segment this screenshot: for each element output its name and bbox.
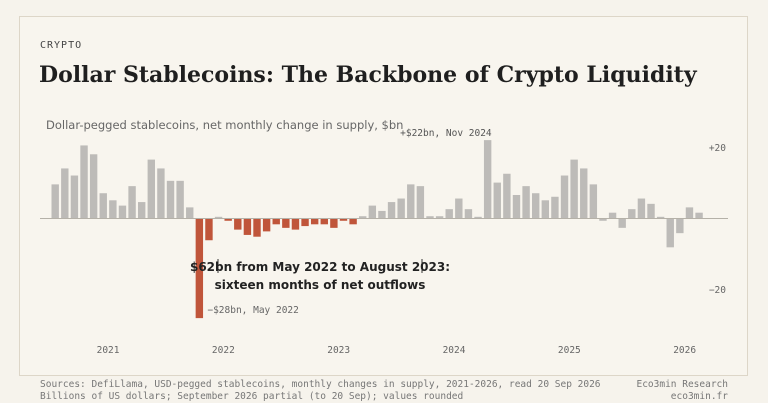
bar	[272, 219, 280, 225]
x-year-label: 2026	[673, 345, 696, 356]
bar	[234, 219, 242, 230]
bar	[435, 216, 444, 218]
bar	[51, 184, 59, 218]
bar	[70, 175, 79, 218]
bar	[695, 212, 703, 218]
bar	[137, 202, 146, 218]
bar	[330, 219, 338, 228]
bar	[359, 216, 367, 218]
x-year-label: 2021	[97, 345, 120, 356]
x-year-label: 2024	[443, 345, 466, 356]
bar	[685, 207, 694, 218]
bar	[397, 198, 405, 218]
bar	[474, 216, 482, 218]
bar	[214, 216, 223, 218]
y-tick-label: −20	[709, 285, 726, 296]
footer-brand: Eco3min Research eco3min.fr	[636, 379, 728, 403]
bar	[676, 219, 684, 234]
chart-frame	[19, 16, 748, 376]
bar	[291, 219, 300, 230]
bar	[195, 219, 204, 319]
x-year-label: 2023	[327, 345, 350, 356]
bar	[61, 168, 69, 218]
bar	[599, 219, 607, 221]
bar	[186, 207, 194, 218]
bar	[339, 219, 348, 221]
peak-annotation: +$22bn, Nov 2024	[400, 128, 492, 139]
bar	[493, 182, 501, 218]
bar	[166, 180, 175, 218]
bar	[262, 219, 271, 232]
bar	[407, 184, 415, 218]
bar	[522, 186, 530, 218]
footer-source-line: Sources: DefiLlama, USD-pegged stablecoi…	[40, 379, 601, 390]
bar	[580, 168, 588, 218]
trough-annotation: −$28bn, May 2022	[207, 305, 299, 316]
bar	[464, 209, 473, 218]
bar	[320, 219, 328, 225]
bar	[455, 198, 463, 218]
bar	[647, 203, 655, 218]
bar	[118, 205, 127, 218]
x-year-label: 2025	[558, 345, 581, 356]
bar	[426, 216, 434, 218]
bar	[243, 219, 252, 235]
bar	[99, 193, 107, 218]
bar	[368, 205, 377, 218]
bar	[512, 194, 521, 218]
bar	[608, 212, 617, 218]
bar	[628, 209, 636, 218]
footer-note-line: Billions of US dollars; September 2026 p…	[40, 391, 464, 402]
bar	[349, 219, 357, 225]
bar	[80, 145, 88, 218]
footer-sources: Sources: DefiLlama, USD-pegged stablecoi…	[40, 379, 601, 403]
bar	[157, 168, 165, 218]
bar	[483, 140, 492, 218]
bar	[224, 219, 232, 221]
bar	[310, 219, 319, 225]
bar	[387, 202, 396, 218]
bar	[416, 186, 425, 218]
footer-site: eco3min.fr	[670, 391, 728, 402]
bar	[589, 184, 598, 218]
bar	[618, 219, 626, 228]
bar	[282, 219, 290, 228]
kicker-label: CRYPTO	[40, 40, 83, 51]
bar	[560, 175, 569, 218]
bar	[109, 200, 117, 218]
bar	[541, 200, 550, 218]
bar	[89, 154, 98, 218]
bar	[666, 219, 674, 248]
bar	[656, 216, 665, 218]
bar	[301, 219, 309, 227]
bar	[176, 180, 184, 218]
bar	[503, 173, 511, 218]
bar	[532, 193, 540, 218]
bar	[205, 219, 213, 241]
bar	[128, 186, 136, 218]
bar	[551, 196, 559, 218]
x-year-label: 2022	[212, 345, 235, 356]
bracket-annotation-line2: sixteen months of net outflows	[215, 278, 426, 292]
bar	[253, 219, 261, 237]
chart-subtitle: Dollar-pegged stablecoins, net monthly c…	[46, 118, 404, 132]
page-title: Dollar Stablecoins: The Backbone of Cryp…	[39, 62, 697, 88]
bar	[378, 210, 386, 218]
bar	[147, 159, 155, 218]
bar	[570, 159, 578, 218]
y-tick-label: +20	[709, 143, 726, 154]
bar	[445, 209, 453, 218]
footer-brand-name: Eco3min Research	[636, 379, 728, 390]
bracket-annotation-line1: $62bn from May 2022 to August 2023:	[190, 260, 450, 274]
bar	[637, 198, 646, 218]
